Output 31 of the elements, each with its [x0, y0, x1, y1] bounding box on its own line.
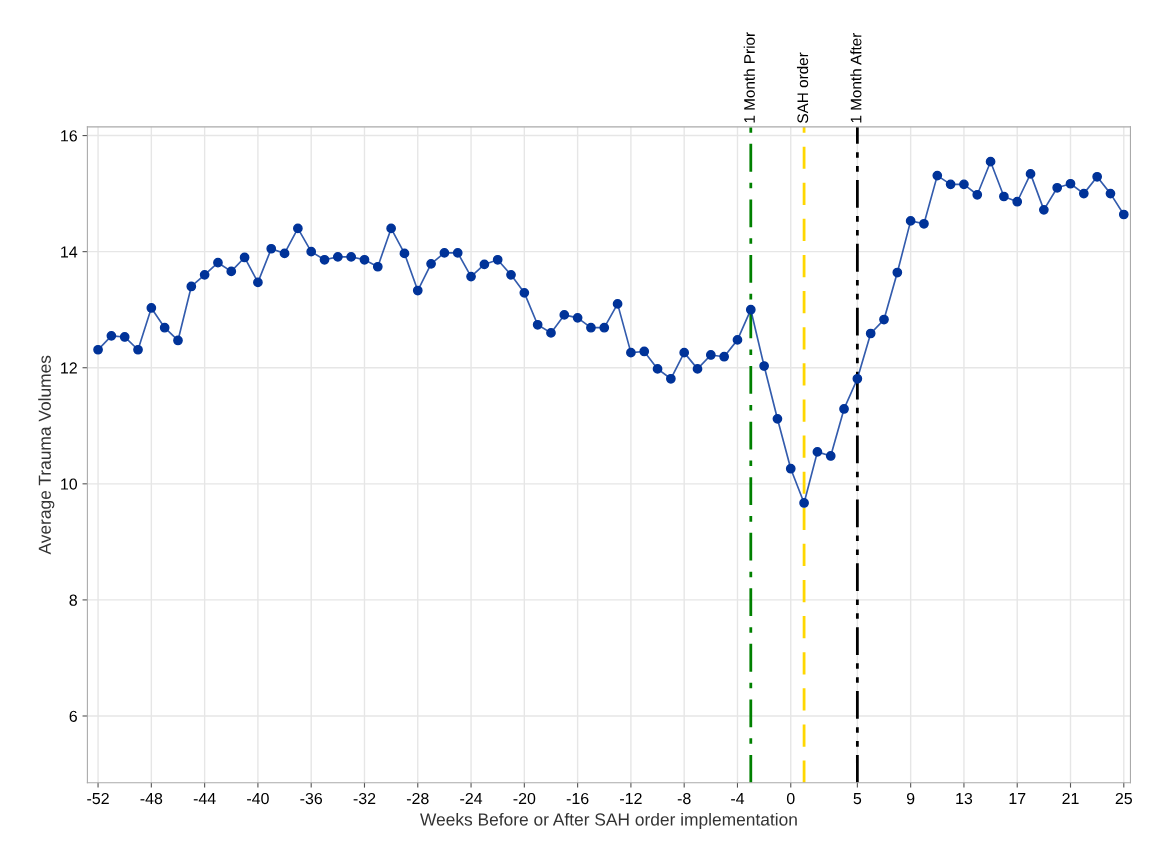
- x-axis-title: Weeks Before or After SAH order implementation: [420, 812, 797, 830]
- x-tick-label: -20: [513, 792, 536, 805]
- ref-line-label: SAH order: [796, 52, 809, 123]
- ref-line-label: 1 Month After: [850, 32, 862, 123]
- x-tick-label: -8: [677, 792, 691, 805]
- x-tick-label: -32: [353, 792, 376, 805]
- x-tick-label: 21: [1062, 792, 1079, 805]
- x-tick-label: -28: [406, 792, 429, 805]
- x-tick-label: -16: [566, 792, 589, 805]
- ref-line-label: 1 Month Prior: [743, 32, 755, 123]
- y-tick-label: 8: [69, 594, 77, 606]
- x-tick-label: -36: [300, 792, 323, 805]
- x-tick-label: 9: [906, 792, 915, 805]
- y-tick-label: 16: [61, 130, 77, 142]
- y-axis-title: Average Trauma Volumes: [38, 355, 55, 555]
- x-tick-label: -40: [247, 792, 269, 805]
- x-tick-label: 25: [1115, 792, 1132, 805]
- x-tick-label: 13: [956, 792, 973, 805]
- x-tick-label: -44: [193, 793, 216, 805]
- x-tick-label: -24: [460, 792, 483, 805]
- y-tick-label: 12: [61, 362, 77, 374]
- x-tick-label: 17: [1009, 793, 1026, 805]
- x-tick-label: 0: [786, 792, 795, 805]
- x-tick-label: -4: [731, 793, 745, 805]
- x-tick-label: -48: [140, 792, 163, 805]
- y-tick-label: 6: [69, 710, 77, 722]
- x-tick-label: -12: [620, 792, 642, 805]
- x-tick-label: 5: [853, 793, 862, 805]
- x-tick-label: -52: [87, 792, 109, 805]
- y-tick-label: 10: [61, 478, 78, 490]
- y-tick-label: 14: [61, 246, 78, 258]
